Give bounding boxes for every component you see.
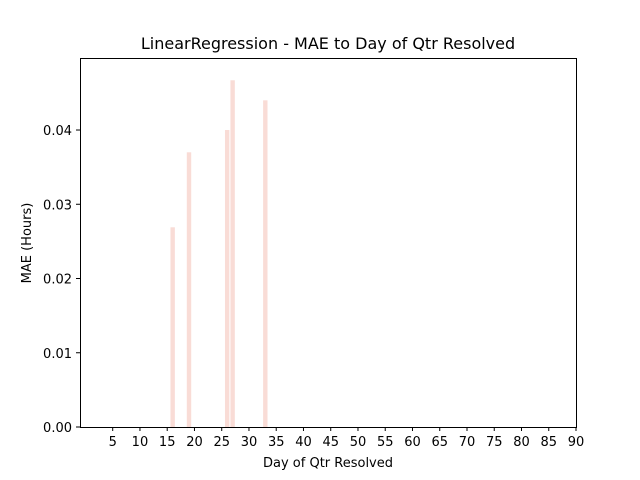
x-tick-label: 60 [404, 435, 421, 450]
x-tick-label: 55 [377, 435, 394, 450]
y-axis-label: MAE (Hours) [20, 203, 35, 284]
x-tick-label: 65 [431, 435, 448, 450]
x-tick-label: 35 [268, 435, 285, 450]
x-tick-label: 75 [486, 435, 503, 450]
x-tick-label: 85 [540, 435, 557, 450]
x-tick-label: 10 [132, 435, 149, 450]
x-tick-label: 5 [109, 435, 117, 450]
x-tick-label: 30 [241, 435, 258, 450]
bar-day-27 [230, 80, 235, 428]
y-axis-ticks: 0.00 0.01 0.02 0.03 0.04 [43, 124, 80, 436]
x-tick-label: 20 [186, 435, 203, 450]
bar-day-16 [170, 227, 175, 427]
x-tick-label: 25 [213, 435, 230, 450]
bar-day-33 [263, 100, 268, 427]
y-tick-label: 0.01 [43, 347, 72, 362]
x-tick-label: 80 [513, 435, 530, 450]
x-tick-label: 15 [159, 435, 176, 450]
bar-day-19 [186, 152, 192, 428]
y-tick-label: 0.00 [43, 421, 72, 436]
x-axis-label: Day of Qtr Resolved [263, 456, 393, 471]
chart-title: LinearRegression - MAE to Day of Qtr Res… [141, 34, 515, 53]
y-tick-label: 0.04 [43, 124, 72, 139]
x-axis-ticks: 5 10 15 20 25 30 35 40 45 50 55 60 65 70 75 80 85 90 [109, 427, 585, 450]
y-tick-label: 0.03 [43, 198, 72, 213]
x-tick-label: 45 [322, 435, 339, 450]
x-tick-label: 50 [350, 435, 367, 450]
x-tick-label: 90 [568, 435, 585, 450]
bar-day-26 [224, 130, 230, 427]
x-tick-label: 40 [295, 435, 312, 450]
x-tick-label: 70 [459, 435, 476, 450]
plot-frame [80, 58, 577, 428]
bars-layer [170, 80, 268, 428]
y-tick-label: 0.02 [43, 273, 72, 288]
